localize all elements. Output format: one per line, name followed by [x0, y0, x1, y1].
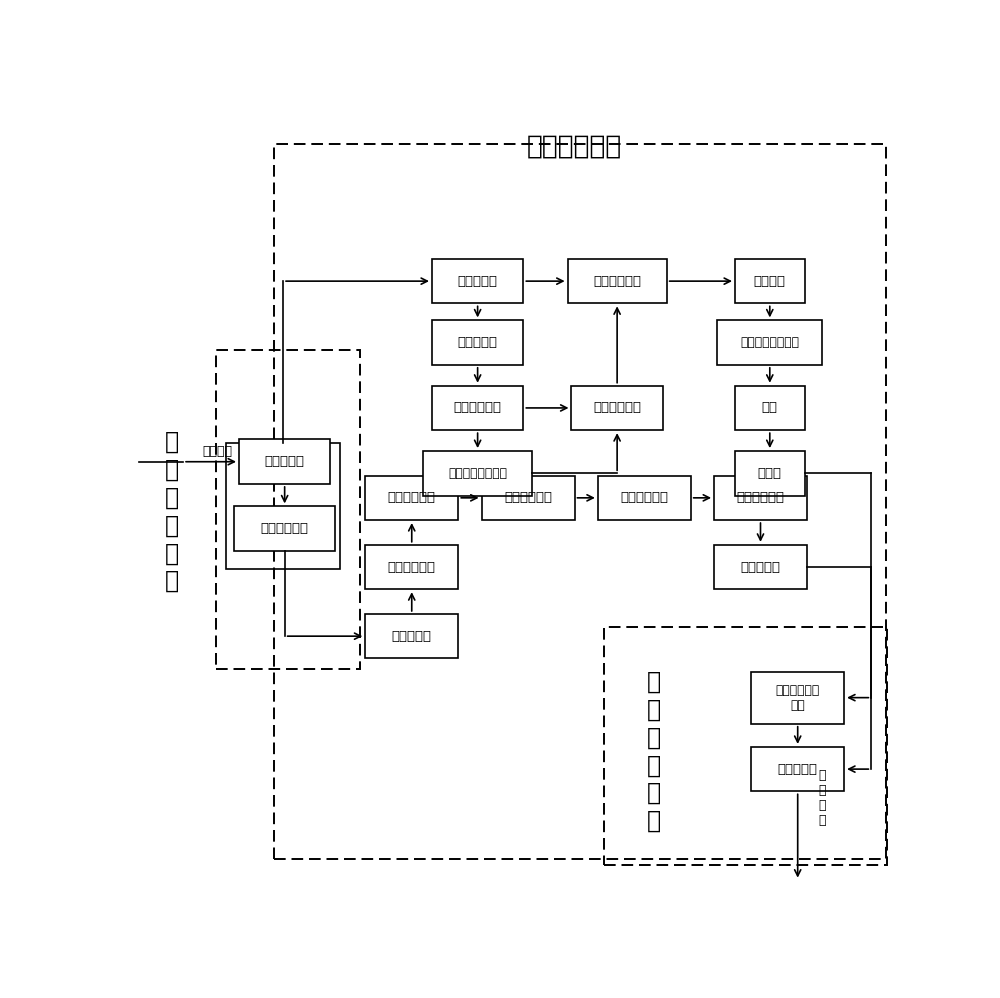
- Text: 相关运算模块: 相关运算模块: [593, 401, 641, 414]
- Text: 锁相环: 锁相环: [758, 467, 782, 480]
- Text: 信号插值模块: 信号插值模块: [620, 491, 668, 504]
- FancyBboxPatch shape: [568, 258, 667, 303]
- Text: 副同步模块: 副同步模块: [458, 336, 498, 349]
- FancyBboxPatch shape: [735, 451, 805, 496]
- Text: 频偏估计模块: 频偏估计模块: [593, 274, 641, 287]
- Text: 射
频
信
号: 射 频 信 号: [819, 768, 826, 826]
- Text: 第一混频器: 第一混频器: [265, 455, 305, 468]
- FancyBboxPatch shape: [365, 545, 458, 589]
- FancyBboxPatch shape: [432, 258, 523, 303]
- FancyBboxPatch shape: [714, 545, 807, 589]
- FancyBboxPatch shape: [432, 385, 523, 430]
- FancyBboxPatch shape: [735, 385, 805, 430]
- FancyBboxPatch shape: [735, 258, 805, 303]
- Text: 射频信号: 射频信号: [202, 445, 232, 458]
- Text: 第一滤波模块: 第一滤波模块: [388, 561, 436, 574]
- Text: 模数转换模块: 模数转换模块: [261, 522, 309, 535]
- FancyBboxPatch shape: [239, 439, 330, 484]
- FancyBboxPatch shape: [598, 476, 691, 520]
- FancyBboxPatch shape: [571, 385, 663, 430]
- Text: 输
出
处
理
单
元: 输 出 处 理 单 元: [646, 670, 661, 833]
- Text: 输
入
处
理
单
元: 输 入 处 理 单 元: [164, 430, 179, 593]
- FancyBboxPatch shape: [482, 476, 574, 520]
- FancyBboxPatch shape: [423, 451, 532, 496]
- Text: 晶振: 晶振: [762, 401, 778, 414]
- Text: 第二数模转换
模块: 第二数模转换 模块: [776, 684, 820, 712]
- Text: 频偏校正单元: 频偏校正单元: [527, 134, 622, 160]
- FancyBboxPatch shape: [717, 320, 822, 365]
- Text: 上变频模块: 上变频模块: [740, 561, 780, 574]
- Text: 扰码识别模块: 扰码识别模块: [454, 401, 502, 414]
- Text: 第一数模转换模块: 第一数模转换模块: [740, 336, 799, 349]
- Text: 第二滤波模块: 第二滤波模块: [736, 491, 784, 504]
- Text: 信号处理模块: 信号处理模块: [504, 491, 552, 504]
- Text: 第二混频器: 第二混频器: [778, 762, 818, 775]
- FancyBboxPatch shape: [432, 320, 523, 365]
- FancyBboxPatch shape: [751, 747, 844, 791]
- Text: 本地扰码产生模块: 本地扰码产生模块: [448, 467, 507, 480]
- FancyBboxPatch shape: [714, 476, 807, 520]
- Text: 接口模块: 接口模块: [754, 274, 786, 287]
- FancyBboxPatch shape: [365, 614, 458, 659]
- Text: 信号抽取模块: 信号抽取模块: [388, 491, 436, 504]
- FancyBboxPatch shape: [751, 672, 844, 724]
- Text: 下变频模块: 下变频模块: [392, 630, 432, 643]
- FancyBboxPatch shape: [365, 476, 458, 520]
- FancyBboxPatch shape: [234, 506, 335, 551]
- Text: 主同步模块: 主同步模块: [458, 274, 498, 287]
